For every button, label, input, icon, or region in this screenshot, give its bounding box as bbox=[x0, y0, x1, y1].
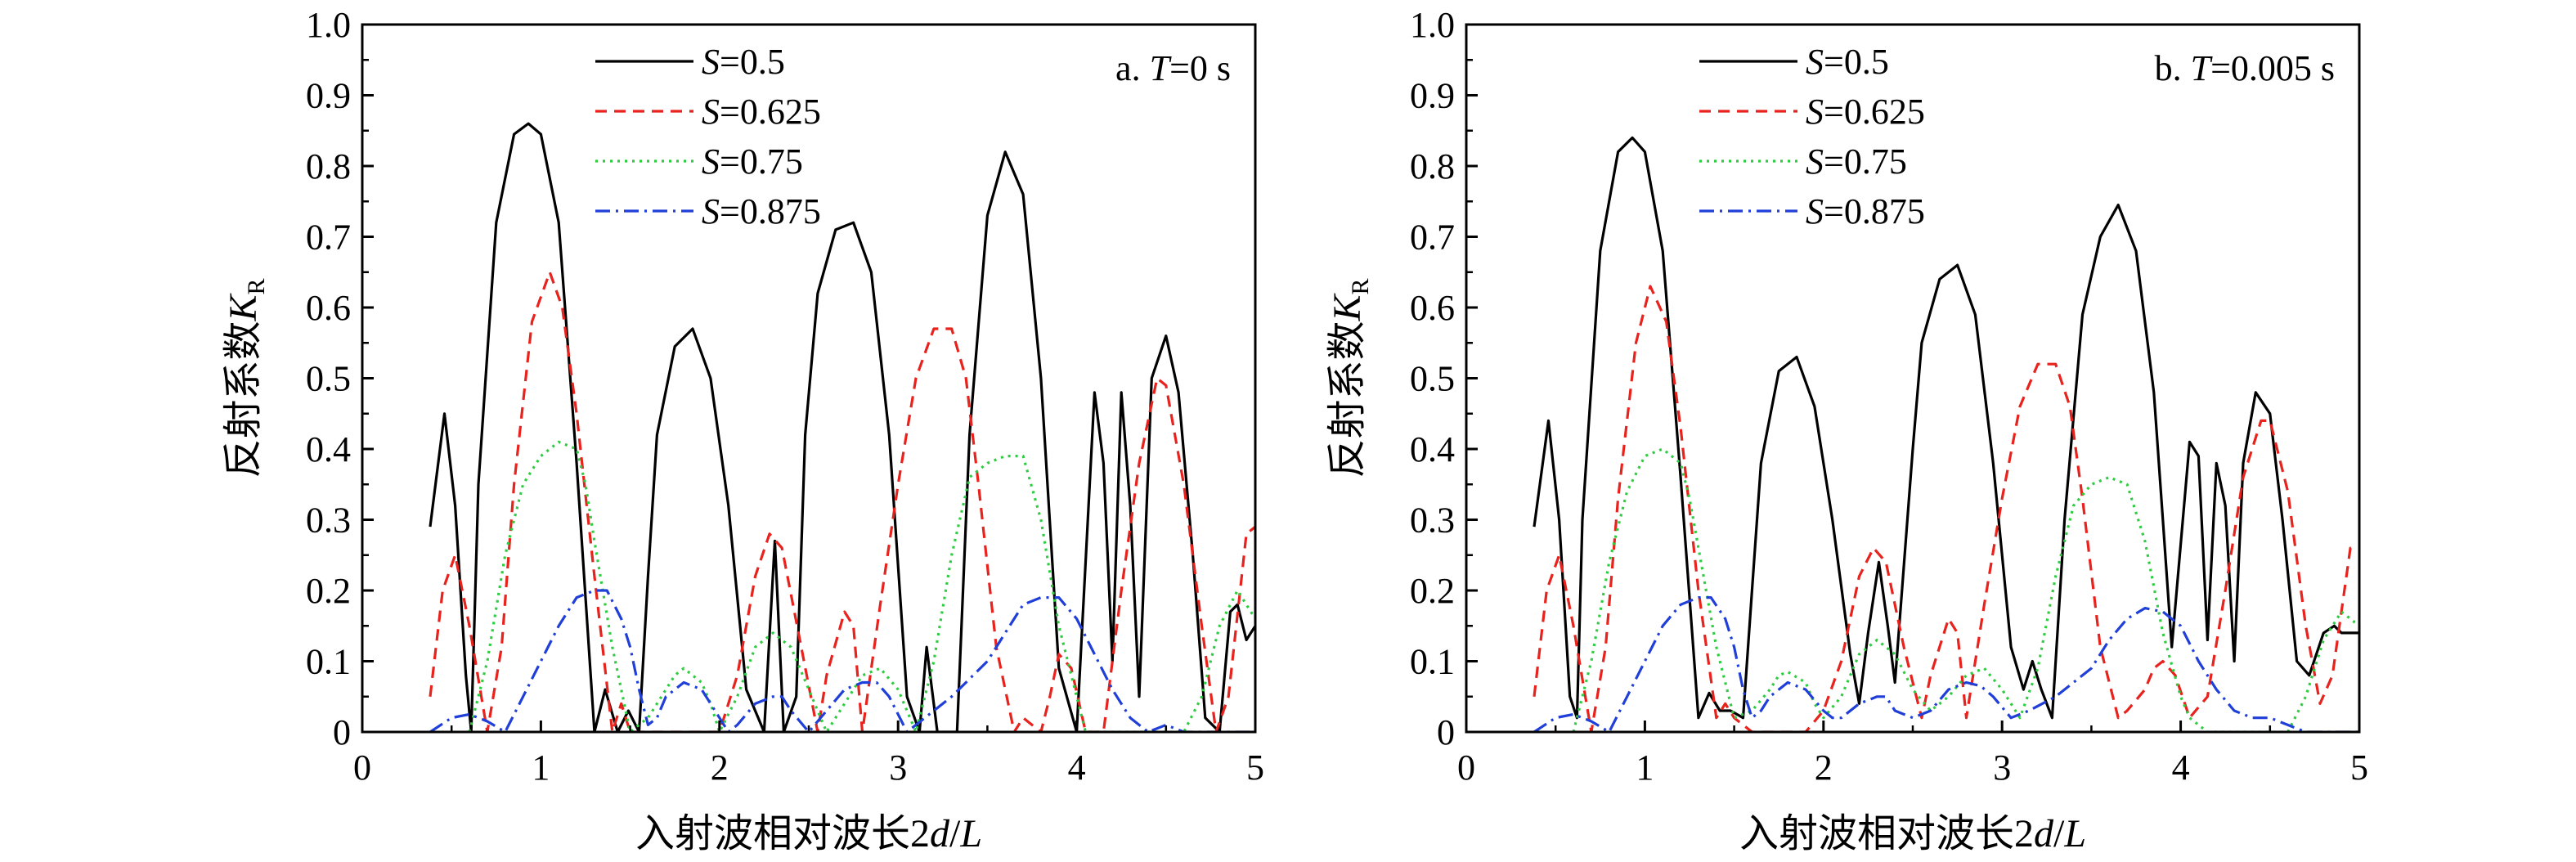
y-tick-label: 0.5 bbox=[306, 359, 351, 399]
y-tick-label: 0.9 bbox=[306, 76, 351, 116]
series-line bbox=[1533, 136, 2359, 720]
y-tick-label: 0.8 bbox=[1410, 146, 1455, 186]
panel-annotation: b. T=0.005 s bbox=[2155, 48, 2335, 88]
y-tick-label: 1.0 bbox=[1410, 5, 1455, 45]
y-tick-label: 0.1 bbox=[1410, 642, 1455, 682]
y-tick-label: 0.7 bbox=[1410, 218, 1455, 258]
x-tick-label: 3 bbox=[889, 748, 907, 788]
x-tick-label: 4 bbox=[2172, 748, 2190, 788]
x-tick-label: 1 bbox=[1636, 748, 1654, 788]
series-line bbox=[1572, 447, 2359, 732]
y-tick-label: 0.1 bbox=[306, 642, 351, 682]
y-tick-label: 0.5 bbox=[1410, 359, 1455, 399]
y-tick-label: 0.6 bbox=[1410, 288, 1455, 328]
chart-panel: 0 0.1 0.2 0.3 0.4 0.5 0.6 0.7 0.8 0.9 1.0 0 1 2 3 4 5 入射波… bbox=[222, 5, 1264, 855]
x-tick-label: 5 bbox=[1246, 748, 1264, 788]
y-tick-label: 0.6 bbox=[306, 288, 351, 328]
x-tick-label: 3 bbox=[1993, 748, 2011, 788]
series-line bbox=[1533, 285, 2359, 732]
legend-label: S=0.75 bbox=[702, 141, 803, 182]
legend-label: S=0.75 bbox=[1806, 141, 1907, 182]
x-axis-label: 入射波相对波长2d/L bbox=[1739, 812, 2086, 855]
y-tick-label: 0 bbox=[333, 712, 351, 752]
y-axis-label: 反射系数KR bbox=[1326, 278, 1374, 478]
y-tick-label: 0.8 bbox=[306, 146, 351, 186]
y-tick-label: 0.2 bbox=[1410, 571, 1455, 611]
y-tick-label: 0.9 bbox=[1410, 76, 1455, 116]
x-tick-label: 2 bbox=[711, 748, 729, 788]
x-tick-label: 4 bbox=[1068, 748, 1086, 788]
y-tick-label: 1.0 bbox=[306, 5, 351, 45]
y-tick-label: 0.7 bbox=[306, 218, 351, 258]
panel-annotation: a. T=0 s bbox=[1115, 48, 1231, 88]
y-tick-label: 0.3 bbox=[1410, 501, 1455, 541]
legend-label: S=0.5 bbox=[702, 42, 785, 82]
series-line bbox=[429, 122, 1255, 732]
x-tick-label: 0 bbox=[353, 748, 371, 788]
series-line bbox=[429, 271, 1255, 732]
legend-label: S=0.875 bbox=[1806, 191, 1925, 231]
y-tick-label: 0.3 bbox=[306, 501, 351, 541]
legend-label: S=0.5 bbox=[1806, 42, 1889, 82]
y-tick-label: 0 bbox=[1437, 712, 1455, 752]
x-tick-label: 1 bbox=[532, 748, 550, 788]
x-tick-label: 5 bbox=[2350, 748, 2368, 788]
y-tick-label: 0.4 bbox=[1410, 429, 1455, 469]
x-axis-label: 入射波相对波长2d/L bbox=[635, 812, 982, 855]
series-line bbox=[468, 440, 1255, 732]
series-line bbox=[429, 589, 1255, 732]
y-tick-label: 0.4 bbox=[306, 429, 351, 469]
legend-label: S=0.625 bbox=[702, 92, 821, 132]
legend-label: S=0.625 bbox=[1806, 92, 1925, 132]
series-line bbox=[1533, 596, 2359, 732]
x-tick-label: 2 bbox=[1815, 748, 1833, 788]
chart-panel: 0 0.1 0.2 0.3 0.4 0.5 0.6 0.7 0.8 0.9 1.0 0 1 2 3 4 5 入射波… bbox=[1326, 5, 2368, 855]
x-tick-label: 0 bbox=[1457, 748, 1475, 788]
legend-label: S=0.875 bbox=[702, 191, 821, 231]
y-axis-label: 反射系数KR bbox=[222, 278, 270, 478]
y-tick-label: 0.2 bbox=[306, 571, 351, 611]
